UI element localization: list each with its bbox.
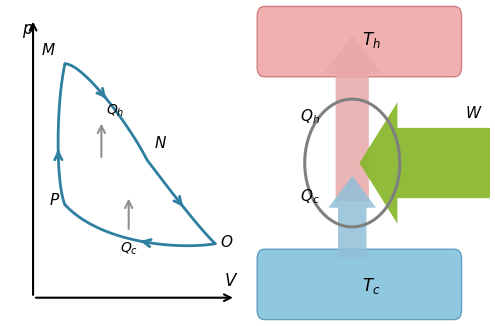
Text: $O$: $O$ — [220, 234, 233, 250]
Polygon shape — [359, 102, 495, 224]
FancyBboxPatch shape — [257, 7, 461, 77]
Text: $Q_h$: $Q_h$ — [300, 108, 320, 126]
Text: $Q_h$: $Q_h$ — [106, 103, 124, 119]
Text: $Q_c$: $Q_c$ — [300, 187, 320, 206]
Text: $T_h$: $T_h$ — [362, 30, 381, 50]
FancyBboxPatch shape — [257, 249, 461, 319]
Text: $T_c$: $T_c$ — [362, 276, 381, 296]
Polygon shape — [324, 35, 381, 201]
Polygon shape — [329, 176, 376, 259]
Text: $Q_c$: $Q_c$ — [120, 241, 138, 257]
Text: $P$: $P$ — [49, 192, 60, 208]
Text: $M$: $M$ — [41, 42, 56, 58]
Text: $N$: $N$ — [154, 135, 167, 151]
Text: $W$: $W$ — [465, 105, 482, 121]
Text: $p$: $p$ — [22, 22, 34, 40]
Text: $V$: $V$ — [224, 272, 238, 290]
